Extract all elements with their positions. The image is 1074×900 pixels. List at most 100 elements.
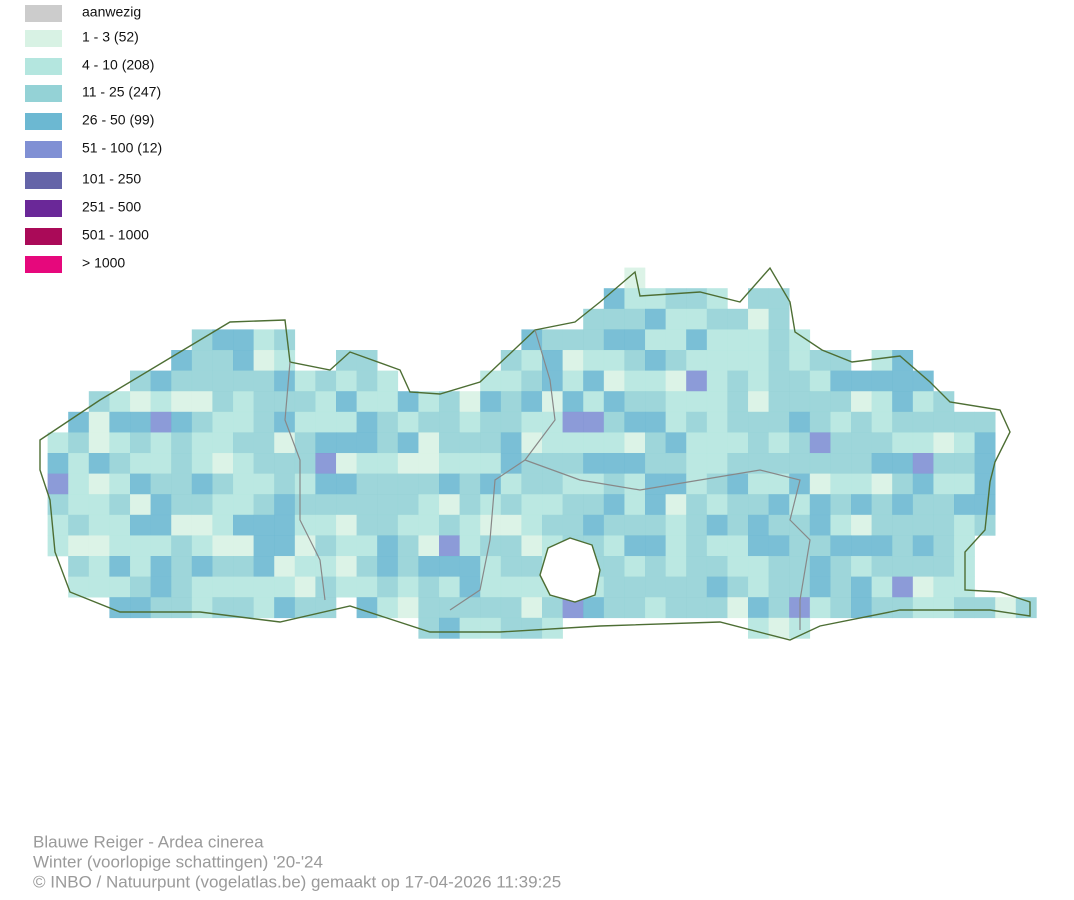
grid-cell: [748, 535, 769, 557]
grid-cell: [233, 556, 254, 577]
grid-cell: [768, 391, 790, 413]
grid-cell: [789, 329, 811, 351]
grid-cell: [171, 432, 193, 454]
grid-cell: [191, 370, 213, 392]
grid-cell: [603, 432, 625, 454]
grid-cell: [336, 350, 357, 371]
grid-cell: [954, 473, 975, 495]
grid-cell: [130, 370, 151, 392]
grid-cell: [768, 329, 790, 351]
grid-cell: [768, 350, 790, 371]
grid-cell: [68, 576, 90, 598]
grid-cell: [397, 453, 419, 474]
grid-cell: [397, 514, 419, 536]
grid-cell: [892, 432, 914, 454]
grid-cell: [336, 473, 357, 495]
legend-swatch: [25, 85, 62, 102]
grid-cell: [933, 514, 955, 536]
grid-cell: [294, 514, 316, 536]
grid-cell: [851, 556, 872, 577]
grid-cell: [418, 391, 440, 413]
grid-cell: [253, 350, 275, 371]
grid-cell: [665, 411, 687, 433]
legend: aanwezig 1 - 3 (52) 4 - 10 (208) 11 - 25 (2…: [25, 4, 162, 273]
grid-cell: [439, 391, 460, 413]
legend-label: 51 - 100 (12): [82, 140, 162, 156]
grid-cell: [665, 494, 687, 516]
grid-cell: [583, 473, 605, 495]
grid-cell: [439, 494, 460, 516]
region-border: [39, 266, 1031, 641]
grid-cell: [212, 329, 234, 351]
grid-cell: [624, 267, 646, 289]
grid-cell: [521, 329, 543, 351]
grid-cell: [851, 453, 872, 474]
grid-cell: [892, 411, 914, 433]
grid-cell: [233, 473, 254, 495]
grid-cell: [191, 494, 213, 516]
grid-cell: [356, 350, 378, 371]
grid-cell: [459, 514, 481, 536]
grid-cell: [686, 288, 708, 310]
grid-cell: [562, 514, 584, 536]
grid-cell: [562, 432, 584, 454]
grid-cell: [727, 576, 749, 598]
species-name: Blauwe Reiger - Ardea cinerea: [33, 832, 264, 851]
grid-cell: [830, 370, 852, 392]
grid-cell: [583, 391, 605, 413]
grid-cell: [109, 576, 131, 598]
grid-cell: [88, 453, 110, 474]
legend-label: aanwezig: [82, 4, 141, 20]
grid-cell: [253, 453, 275, 474]
grid-cell: [336, 391, 357, 413]
grid-cell: [315, 556, 337, 577]
grid-cell: [253, 329, 275, 351]
grid-cell: [377, 453, 399, 474]
grid-cell: [768, 597, 790, 619]
grid-cell: [109, 432, 131, 454]
grid-cell: [892, 535, 914, 557]
grid-cell: [603, 411, 625, 433]
grid-cell: [88, 391, 110, 413]
period: Winter (voorlopige schattingen) '20-'24: [33, 852, 323, 871]
grid-cell: [706, 411, 728, 433]
grid-cell: [542, 453, 563, 474]
grid-cell: [171, 453, 193, 474]
grid-cell: [562, 494, 584, 516]
grid-cell: [377, 370, 399, 392]
grid-cell: [562, 329, 584, 351]
grid-cell: [130, 597, 151, 619]
grid-cell: [418, 473, 440, 495]
grid-cell: [768, 370, 790, 392]
grid-cell: [439, 453, 460, 474]
grid-cell: [191, 535, 213, 557]
grid-cell: [150, 370, 172, 392]
grid-cell: [397, 597, 419, 619]
grid-cell: [253, 411, 275, 433]
grid-cell: [521, 617, 543, 639]
grid-cell: [191, 556, 213, 577]
grid-cell: [521, 453, 543, 474]
grid-cell: [480, 494, 502, 516]
credit: © INBO / Natuurpunt (vogelatlas.be) gema…: [33, 872, 561, 891]
grid-cell: [645, 350, 666, 371]
grid-cell: [336, 453, 357, 474]
grid-cell: [686, 556, 708, 577]
grid-cell: [603, 494, 625, 516]
enclave: [539, 537, 601, 603]
grid-cell: [274, 329, 296, 351]
grid-cell: [377, 556, 399, 577]
grid-cell: [47, 535, 69, 557]
grid-cell: [500, 576, 522, 598]
grid-cell: [665, 535, 687, 557]
grid-cell: [562, 597, 584, 619]
grid-cell: [397, 391, 419, 413]
grid-cell: [377, 391, 399, 413]
grid-cell: [356, 514, 378, 536]
grid-cell: [130, 432, 151, 454]
grid-cell: [274, 350, 296, 371]
grid-cell: [871, 473, 893, 495]
grid-cell: [294, 597, 316, 619]
grid-cell: [892, 473, 914, 495]
grid-cell: [521, 535, 543, 557]
